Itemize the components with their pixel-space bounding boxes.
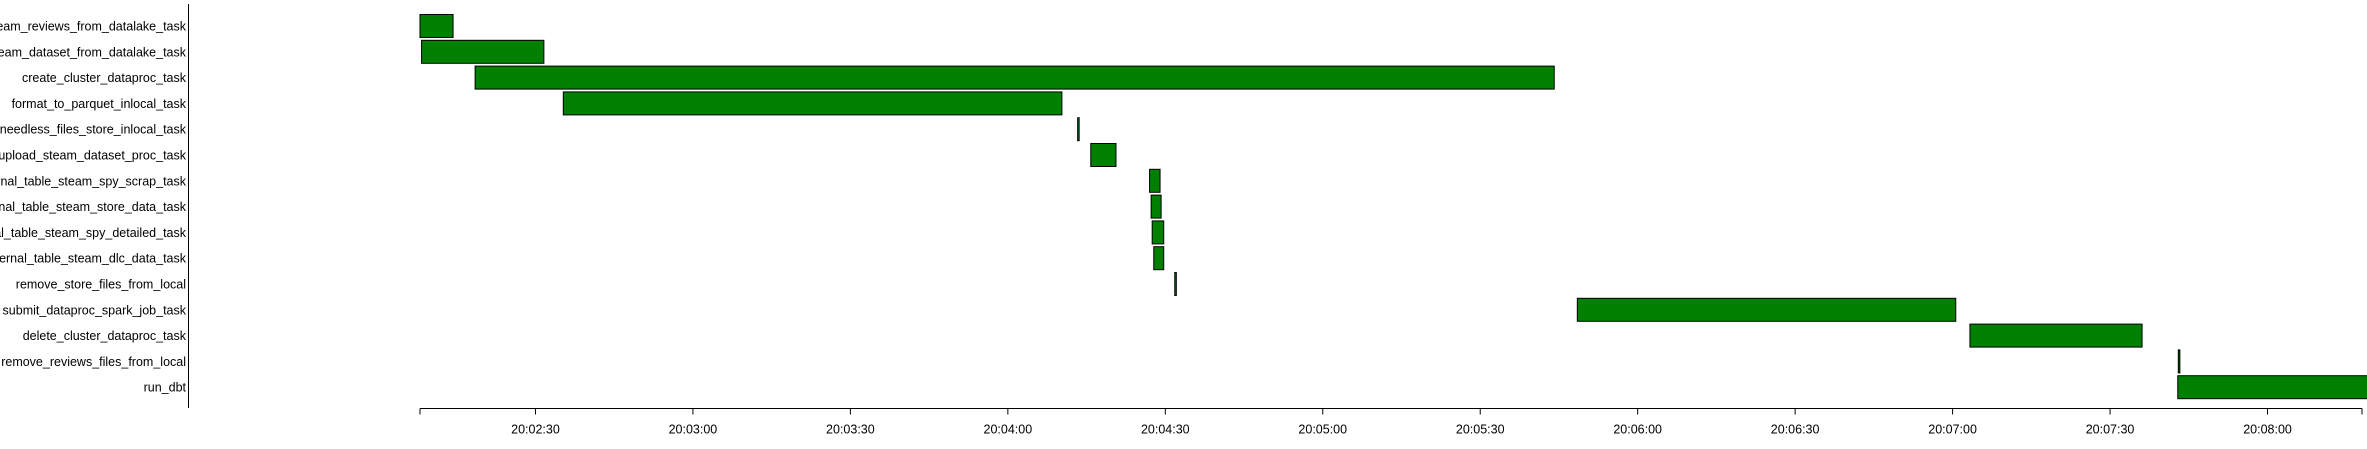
task-bars	[419, 14, 2367, 400]
task-labels: steam_reviews_from_datalake_task steam_da…	[0, 20, 187, 395]
task-label: upload_steam_dataset_proc_task	[0, 149, 187, 163]
task-bar	[1576, 297, 1957, 322]
task-label: external_table_steam_spy_scrap_task	[0, 174, 187, 188]
x-axis-ticks: 20:02:30 20:03:00 20:03:30 20:04:00 20:04:30…	[419, 408, 2363, 437]
x-axis-tick-label: 20:08:00	[2243, 423, 2292, 437]
x-axis-tick-label: 20:06:30	[1771, 423, 1820, 437]
task-bar	[562, 91, 1063, 116]
x-axis-tick-label: 20:06:00	[1613, 423, 1662, 437]
task-label: external_table_steam_store_data_task	[0, 200, 187, 214]
task-bar	[474, 65, 1555, 90]
task-bar	[1969, 323, 2143, 348]
task-bar	[2177, 349, 2181, 374]
x-axis-tick-label: 20:02:30	[511, 423, 560, 437]
task-bar	[1150, 194, 1162, 219]
task-label: remove_reviews_files_from_local	[1, 355, 186, 369]
task-bar	[1090, 143, 1117, 167]
task-label: create_cluster_dataproc_task	[22, 71, 187, 85]
task-label: remove_store_files_from_local	[16, 278, 186, 292]
x-axis-tick-label: 20:04:30	[1141, 423, 1190, 437]
task-label: steam_reviews_from_datalake_task	[0, 20, 187, 34]
task-bar	[1149, 168, 1161, 193]
task-label: run_dbt	[144, 381, 187, 395]
x-axis-tick-label: 20:07:30	[2086, 423, 2135, 437]
task-label: steam_dataset_from_datalake_task	[0, 45, 187, 59]
x-axis-tick-label: 20:03:00	[669, 423, 718, 437]
task-bar	[1151, 220, 1165, 245]
task-label: submit_dataproc_spark_job_task	[3, 303, 187, 317]
task-bar	[1077, 117, 1080, 142]
task-bar	[421, 39, 545, 64]
x-axis-tick-label: 20:05:30	[1456, 423, 1505, 437]
x-axis-tick-label: 20:04:00	[984, 423, 1033, 437]
task-label: external_table_steam_spy_detailed_task	[0, 226, 187, 240]
task-label: external_table_steam_dlc_data_task	[0, 252, 187, 266]
task-bar	[1153, 246, 1165, 271]
x-axis-tick-label: 20:07:00	[1928, 423, 1977, 437]
task-label: delete_needless_files_store_inlocal_task	[0, 123, 187, 137]
task-bar	[1174, 272, 1177, 296]
task-label: delete_cluster_dataproc_task	[23, 329, 187, 343]
task-label: format_to_parquet_inlocal_task	[12, 97, 187, 111]
x-axis-tick-label: 20:05:00	[1298, 423, 1347, 437]
x-axis-tick-label: 20:03:30	[826, 423, 875, 437]
task-bar	[2177, 375, 2367, 400]
task-bar	[419, 14, 454, 38]
